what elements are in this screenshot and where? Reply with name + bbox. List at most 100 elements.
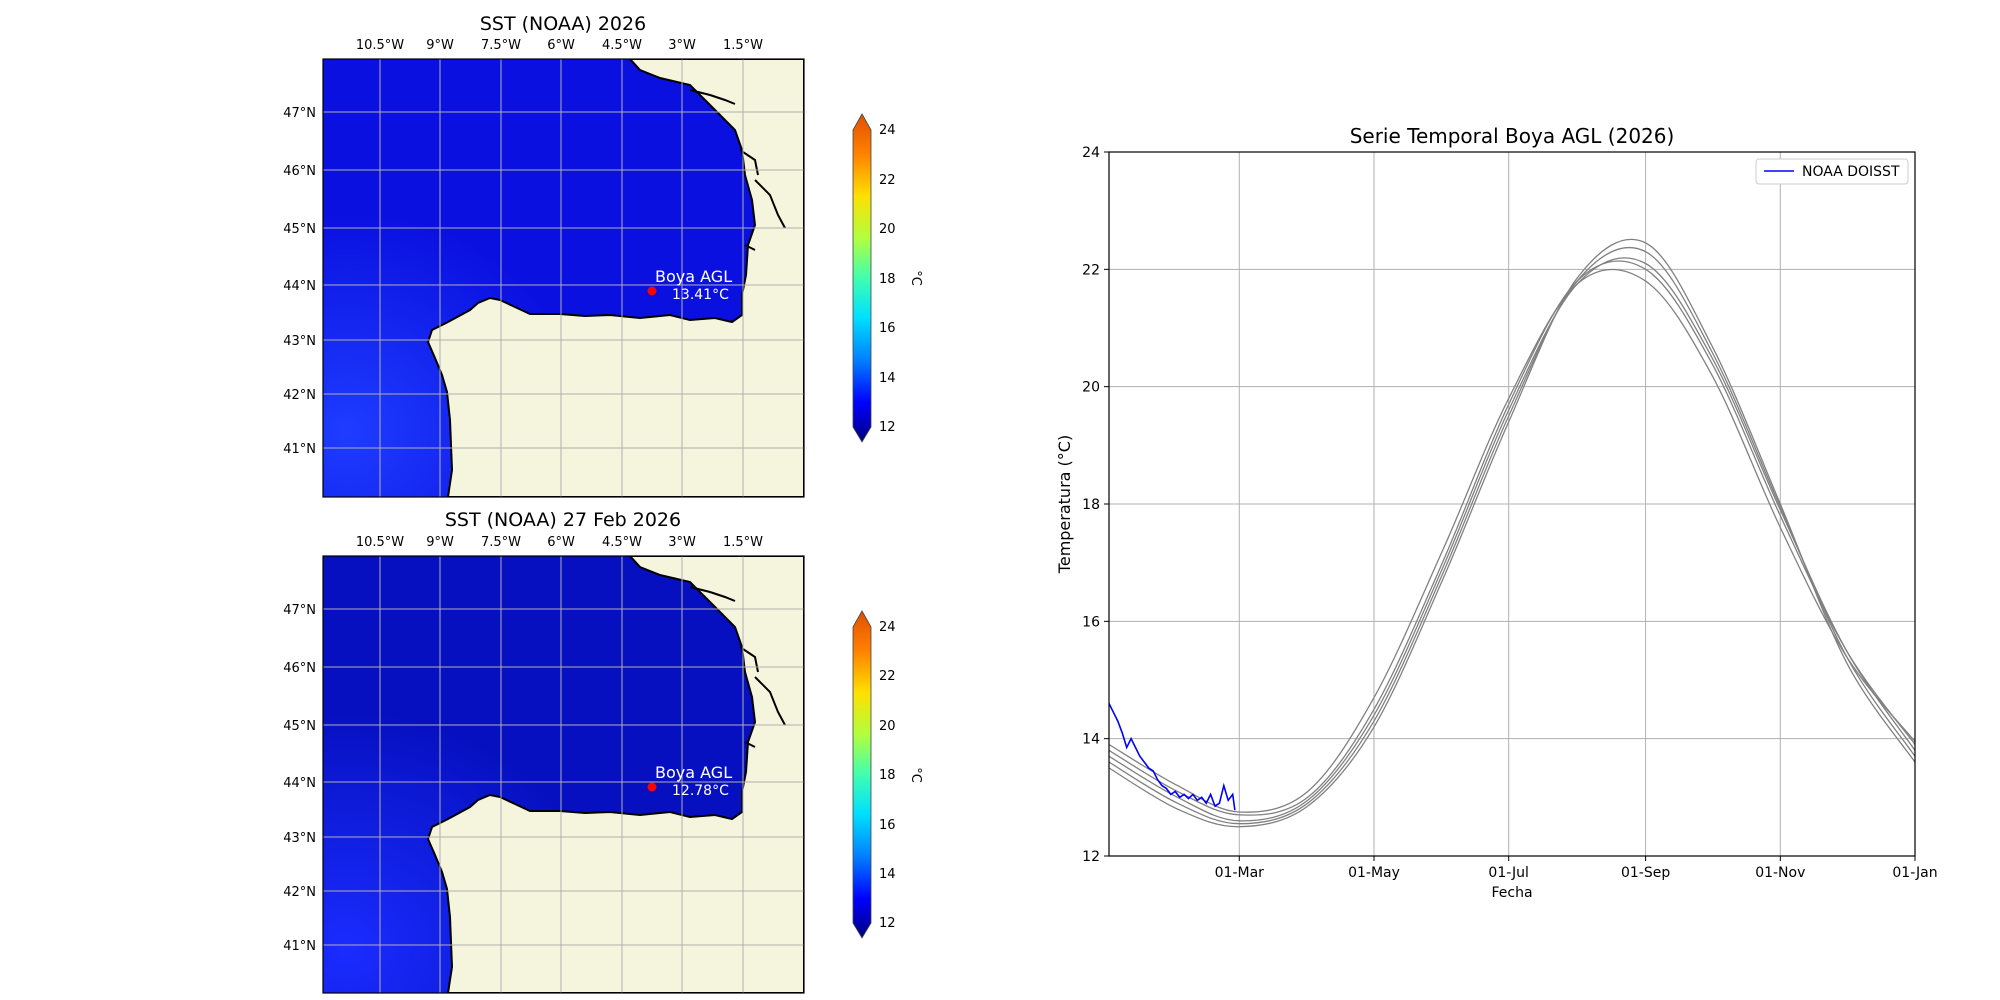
lat-tick: 45°N: [283, 222, 316, 237]
colorbar-unit: °C: [908, 767, 923, 783]
lon-tick: 3°W: [668, 38, 696, 53]
colorbar-tick: 22: [879, 173, 896, 188]
y-tick-label: 20: [1082, 380, 1100, 396]
chart-legend: NOAA DOISST: [1755, 158, 1909, 185]
y-tick-label: 22: [1082, 262, 1100, 278]
colorbar-tick: 24: [879, 123, 896, 138]
lat-tick: 46°N: [283, 661, 316, 676]
x-tick-label: 01-Mar: [1215, 865, 1265, 881]
colorbar-tick: 16: [879, 321, 896, 336]
lat-tick: 44°N: [283, 279, 316, 294]
colorbar-tick: 18: [879, 272, 896, 287]
lon-tick: 6°W: [547, 535, 575, 550]
map-bottom-buoy-label: Boya AGL: [655, 763, 732, 782]
chart-y-ticks: 12 14 16 18 20 22 24: [1082, 145, 1109, 865]
y-tick-label: 12: [1082, 849, 1100, 865]
lat-tick: 47°N: [283, 603, 316, 618]
lat-tick: 47°N: [283, 106, 316, 121]
timeseries-chart: Serie Temporal Boya AGL (2026) 01-Mar 01-…: [1055, 124, 1938, 901]
x-tick-label: 01-Jan: [1892, 865, 1937, 881]
lon-tick: 1.5°W: [723, 535, 763, 550]
y-tick-label: 14: [1082, 732, 1100, 748]
map-top: SST (NOAA) 2026 10.5°W 9°W 7.5°W 6°W 4.5…: [283, 13, 923, 498]
map-top-land: [426, 59, 804, 497]
lon-tick: 9°W: [426, 38, 454, 53]
colorbar-bottom-body: [852, 610, 872, 939]
lon-tick: 7.5°W: [481, 38, 521, 53]
colorbar-unit: °C: [908, 270, 923, 286]
colorbar-tick: 24: [879, 620, 896, 635]
x-tick-label: 01-Jul: [1488, 865, 1529, 881]
colorbar-tick: 20: [879, 719, 896, 734]
lat-tick: 41°N: [283, 939, 316, 954]
map-top-grid: [323, 59, 804, 497]
lon-tick: 1.5°W: [723, 38, 763, 53]
lon-tick: 4.5°W: [602, 38, 642, 53]
map-top-lat-ticks: 47°N 46°N 45°N 44°N 43°N 42°N 41°N: [283, 106, 316, 457]
series-line-climatology-2: [1108, 260, 1916, 816]
legend-label: NOAA DOISST: [1802, 164, 1900, 180]
map-bottom-buoy-marker: [647, 782, 657, 792]
series-line-climatology-5: [1108, 238, 1916, 828]
lon-tick: 10.5°W: [356, 535, 404, 550]
map-bottom-lat-ticks: 47°N 46°N 45°N 44°N 43°N 42°N 41°N: [283, 603, 316, 954]
map-top-buoy-label: Boya AGL: [655, 267, 732, 286]
series-line-climatology-4: [1108, 246, 1916, 825]
series-line-climatology-1: [1108, 268, 1916, 813]
x-tick-label: 01-Nov: [1755, 865, 1805, 881]
colorbar-tick: 20: [879, 222, 896, 237]
chart-grid: [1109, 152, 1916, 856]
x-tick-label: 01-Sep: [1621, 865, 1670, 881]
chart-series: [1108, 238, 1916, 828]
colorbar-tick: 16: [879, 818, 896, 833]
colorbar-tick: 14: [879, 867, 896, 882]
lat-tick: 42°N: [283, 885, 316, 900]
colorbar-top: 24 22 20 18 16 14 12 °C: [852, 113, 923, 443]
lon-tick: 6°W: [547, 38, 575, 53]
y-tick-label: 24: [1082, 145, 1100, 161]
lon-tick: 10.5°W: [356, 38, 404, 53]
chart-ylabel: Temperatura (°C): [1055, 435, 1074, 574]
x-tick-label: 01-May: [1348, 865, 1400, 881]
map-bottom-grid: [323, 556, 804, 993]
lat-tick: 44°N: [283, 776, 316, 791]
colorbar-tick: 14: [879, 371, 896, 386]
map-top-frame: [322, 58, 805, 498]
colorbar-top-body: [852, 113, 872, 443]
map-bottom-lon-ticks: 10.5°W 9°W 7.5°W 6°W 4.5°W 3°W 1.5°W: [356, 535, 763, 550]
colorbar-tick: 18: [879, 768, 896, 783]
map-bottom-land: [426, 556, 804, 993]
series-line-climatology-3: [1108, 257, 1916, 822]
map-top-coast-detail: [689, 89, 786, 251]
lon-tick: 7.5°W: [481, 535, 521, 550]
map-bottom: SST (NOAA) 27 Feb 2026 10.5°W 9°W 7.5°W …: [283, 509, 923, 994]
lat-tick: 42°N: [283, 388, 316, 403]
lon-tick: 4.5°W: [602, 535, 642, 550]
map-top-lon-ticks: 10.5°W 9°W 7.5°W 6°W 4.5°W 3°W 1.5°W: [356, 38, 763, 53]
chart-title: Serie Temporal Boya AGL (2026): [1350, 124, 1675, 148]
y-tick-label: 18: [1082, 497, 1100, 513]
chart-x-ticks: 01-Mar 01-May 01-Jul 01-Sep 01-Nov 01-Jan: [1215, 856, 1938, 881]
lat-tick: 43°N: [283, 831, 316, 846]
map-top-buoy-value: 13.41°C: [672, 287, 729, 303]
map-top-buoy-marker: [647, 286, 657, 296]
map-bottom-title: SST (NOAA) 27 Feb 2026: [445, 509, 681, 531]
chart-xlabel: Fecha: [1491, 885, 1532, 901]
lon-tick: 9°W: [426, 535, 454, 550]
colorbar-tick: 22: [879, 669, 896, 684]
colorbar-bottom: 24 22 20 18 16 14 12 °C: [852, 610, 923, 939]
lat-tick: 46°N: [283, 164, 316, 179]
lon-tick: 3°W: [668, 535, 696, 550]
map-top-title: SST (NOAA) 2026: [480, 13, 646, 35]
map-bottom-buoy-value: 12.78°C: [672, 783, 729, 799]
y-tick-label: 16: [1082, 614, 1100, 630]
lat-tick: 43°N: [283, 334, 316, 349]
series-line-noaa-doisst: [1108, 703, 1236, 811]
lat-tick: 41°N: [283, 442, 316, 457]
map-bottom-coast-detail: [689, 586, 786, 748]
colorbar-tick: 12: [879, 916, 896, 931]
colorbar-tick: 12: [879, 420, 896, 435]
map-bottom-frame: [322, 555, 805, 994]
lat-tick: 45°N: [283, 719, 316, 734]
